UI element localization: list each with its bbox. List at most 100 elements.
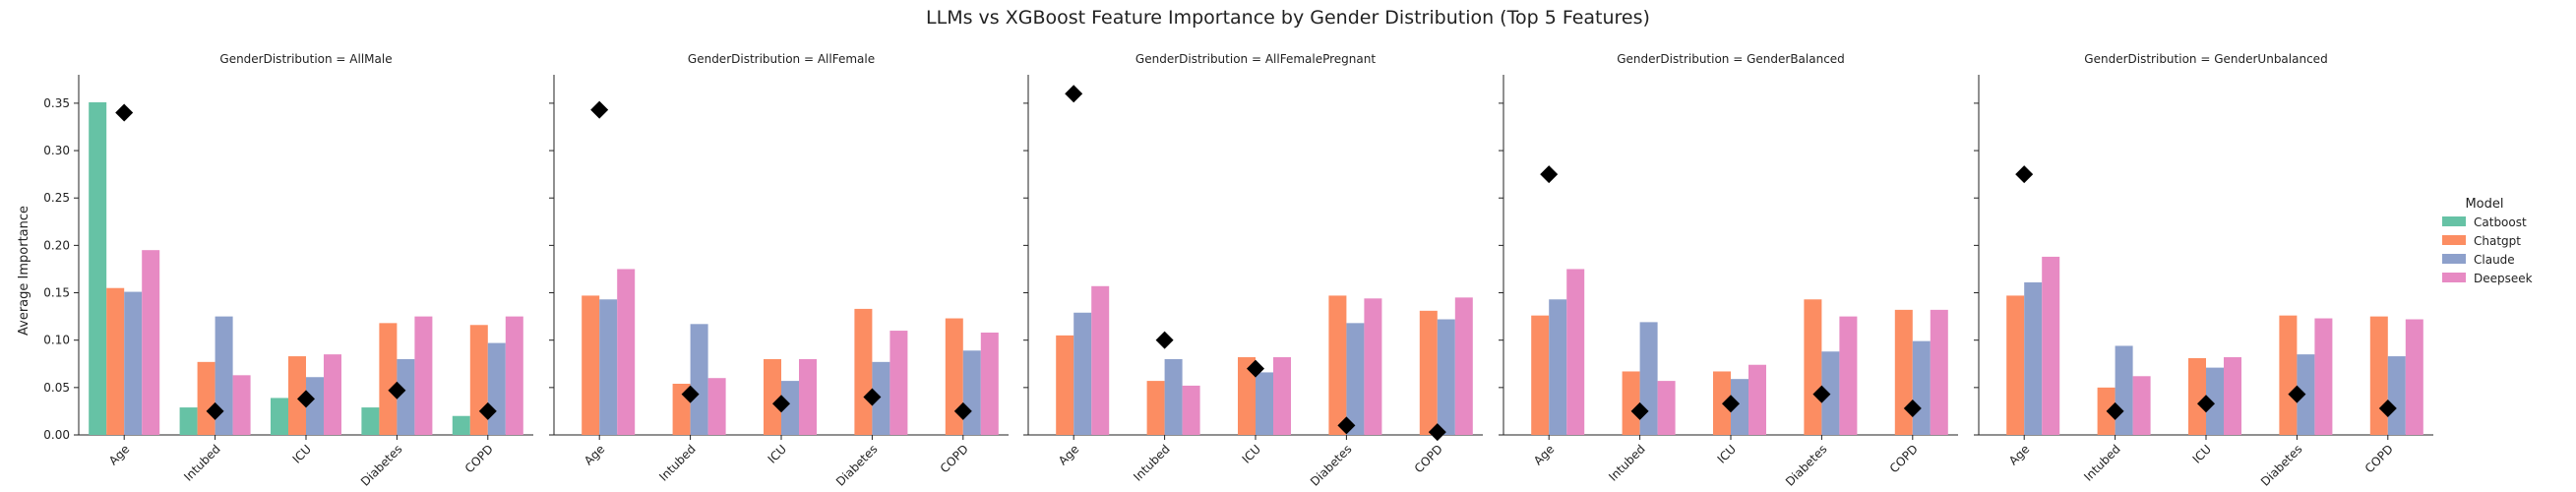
bar-chatgpt [1328,295,1347,435]
y-tick-label: 0.20 [43,238,70,252]
bar-deepseek [232,375,251,435]
x-tick-label: ICU [1240,442,1264,466]
legend-label-deepseek: Deepseek [2474,272,2533,285]
x-tick-label: ICU [290,442,315,466]
bar-deepseek [1091,285,1110,435]
bar-chatgpt [197,361,215,435]
bar-deepseek [799,358,817,435]
bar-claude [1073,312,1092,435]
bar-claude [1821,351,1840,435]
bar-chatgpt [2006,295,2025,435]
bar-claude [2297,354,2315,435]
bar-claude [1164,358,1183,435]
bar-claude [215,316,233,435]
legend-items: Catboost Chatgpt Claude Deepseek [2442,215,2533,285]
bar-chatgpt [1713,371,1731,435]
x-tick-label: COPD [1887,442,1921,475]
x-tick-label: Age [1531,442,1557,467]
bar-deepseek [1454,297,1473,435]
xgboost-marker [1540,165,1559,184]
bar-claude [124,291,143,435]
x-tick-label: COPD [2362,442,2396,475]
chart-title: LLMs vs XGBoost Feature Importance by Ge… [926,7,1650,29]
xgboost-marker [1065,85,1083,103]
xgboost-marker [1428,423,1446,442]
bar-claude [872,361,890,435]
xgboost-marker [2106,401,2124,420]
bar-catboost [452,415,470,435]
x-tick-label: Diabetes [358,442,405,489]
x-tick-label: Intubed [2081,442,2122,483]
xgboost-marker [1812,385,1831,403]
bar-claude [962,350,981,435]
xgboost-marker [2288,385,2306,403]
y-tick-label: 0.30 [43,144,70,157]
bar-deepseek [1748,364,1766,435]
bar-claude [397,358,415,435]
xgboost-marker [1155,331,1174,349]
bar-claude [1437,319,1455,435]
facet-panel: GenderDistribution = AllMale 0.00 0.05 0.10… [43,52,533,489]
bar-deepseek [1839,316,1858,435]
bar-deepseek [889,331,908,435]
xgboost-marker [2197,395,2215,413]
bar-chatgpt [1894,309,1913,435]
x-tick-label: ICU [766,442,790,466]
facet-panel: GenderDistribution = GenderUnbalanced Age… [1974,52,2433,489]
bar-catboost [89,101,107,435]
bar-chatgpt [288,356,306,435]
bar-catboost [361,407,380,435]
xgboost-marker [2015,165,2034,184]
legend-label-chatgpt: Chatgpt [2474,234,2521,248]
xgboost-marker [590,100,609,119]
legend-swatch-catboost [2442,216,2466,226]
bar-chatgpt [945,318,963,435]
x-tick-label: Diabetes [1308,442,1355,489]
bar-claude [1912,340,1931,435]
xgboost-marker [206,401,224,420]
bar-deepseek [980,332,999,435]
xgboost-marker [478,401,497,420]
bar-deepseek [1930,309,1948,435]
x-tick-label: ICU [1715,442,1740,466]
bar-claude [2206,367,2224,435]
bar-chatgpt [1056,335,1074,435]
bar-chatgpt [2279,315,2298,435]
legend-swatch-deepseek [2442,273,2466,282]
xgboost-marker [1722,395,1740,413]
bar-deepseek [2132,376,2151,435]
xgboost-marker [863,388,882,406]
x-tick-label: Intubed [656,442,698,483]
x-tick-label: Intubed [1131,442,1172,483]
x-tick-label: Diabetes [1783,442,1830,489]
xgboost-marker [2378,400,2397,418]
bar-deepseek [1273,357,1291,435]
xgboost-marker [681,385,700,403]
bar-claude [781,381,799,435]
panel-title: GenderDistribution = AllFemalePregnant [1135,52,1376,66]
xgboost-marker [1630,401,1649,420]
bar-chatgpt [854,308,873,435]
panel-title: GenderDistribution = GenderUnbalanced [2084,52,2327,66]
x-tick-label: Age [106,442,132,467]
panel-title: GenderDistribution = GenderBalanced [1617,52,1845,66]
x-tick-label: Age [1056,442,1081,467]
y-tick-label: 0.35 [43,96,70,110]
xgboost-marker [115,103,134,122]
bar-chatgpt [2188,357,2206,435]
bar-claude [2115,345,2133,435]
legend-label-claude: Claude [2474,253,2515,267]
y-tick-label: 0.05 [43,381,70,395]
bar-chatgpt [1804,299,1822,435]
bar-claude [2024,281,2043,435]
panel-title: GenderDistribution = AllMale [219,52,392,66]
bar-claude [1256,372,1273,435]
bar-deepseek [2314,318,2333,435]
x-tick-label: Diabetes [833,442,881,489]
bar-claude [599,299,618,435]
y-axis-label: Average Importance [17,206,31,336]
bar-deepseek [2224,357,2241,435]
facet-panel: GenderDistribution = AllFemale Age Intubed… [549,52,1009,489]
bar-deepseek [707,378,726,435]
